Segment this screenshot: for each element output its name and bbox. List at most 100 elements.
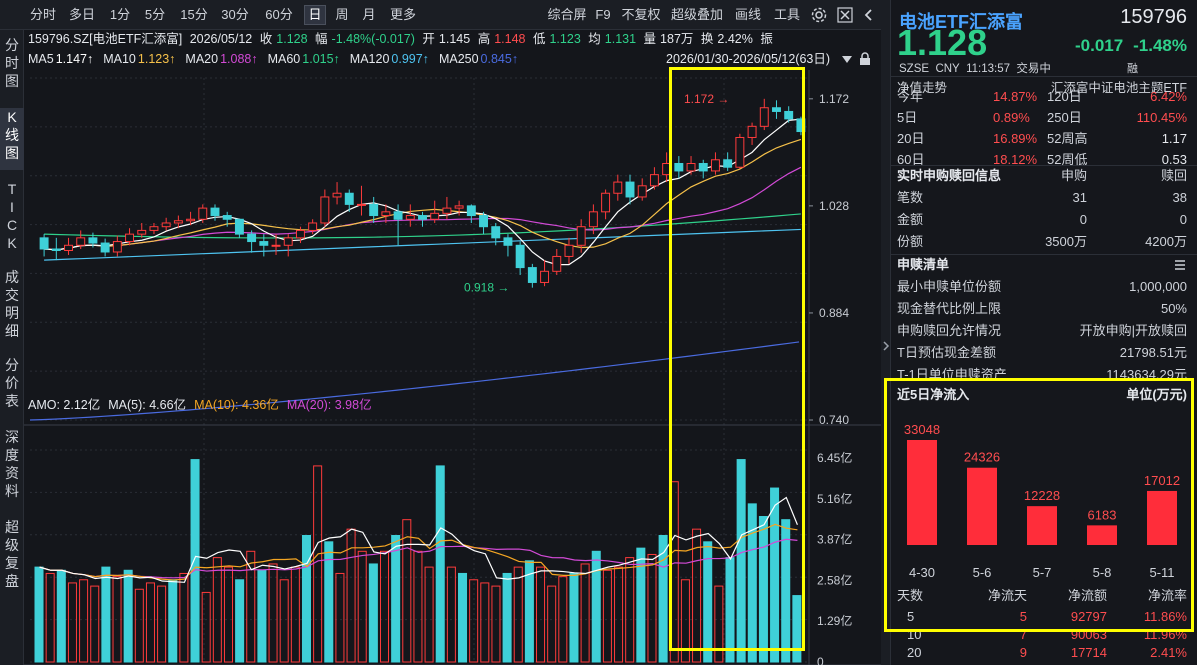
candle [527,267,537,283]
tab-monthly[interactable]: 月 [362,7,376,22]
f9-button[interactable]: F9 [595,7,611,22]
candle [588,211,598,228]
candle [283,237,293,246]
sub-list-key: 现金替代比例上限 [897,301,1002,316]
tab-1min[interactable]: 1分 [109,7,131,22]
amo-legend-item: MA(10): 4.36亿 [194,398,279,412]
ma5-line [44,118,801,266]
list-menu-icon[interactable] [1173,258,1187,272]
draw-line-button[interactable]: 画线 [734,7,761,22]
sub-list-row: T-1日单位申赎资产 1143634.29元 [897,364,1187,386]
amo-bar [34,566,44,663]
tab-5min[interactable]: 5分 [144,7,166,22]
inflow-bar [1087,525,1117,545]
candle [637,185,647,198]
amo-bar [781,519,791,663]
candle [259,241,269,246]
nav-trend-link[interactable]: 净值走势 [897,81,948,95]
amo-bar [680,579,690,663]
inflow-date-label: 5-7 [1033,565,1052,580]
composite-screen-button[interactable]: 综合屏 [547,7,587,22]
inflow-summary-row: 5 5 92797 11.86% [897,606,1187,628]
tab-weekly[interactable]: 周 [335,7,349,22]
summary-inflow-amount: 92797 [1070,609,1107,624]
tab-depth-info[interactable]: 深度资料 [5,429,19,499]
summary-inflow-rate: 11.86% [1143,609,1187,624]
tab-super-review[interactable]: 超级复盘 [5,519,19,589]
candle [698,163,708,172]
inflow-summary-header: 天数 净流天 净流额 净流率 [897,585,1187,607]
chevron-right-icon[interactable] [882,340,890,352]
amo-bar [614,566,624,663]
gear-icon[interactable] [810,6,828,24]
caret-down-icon[interactable] [840,53,854,65]
margin-tags: 融 [1127,60,1138,76]
no-adjust-button[interactable]: 不复权 [621,7,661,22]
tab-intraday[interactable]: 分时 [30,7,57,22]
redeem-header: 实时申购赎回信息 申购 赎回 [897,165,1187,187]
candle [662,163,672,176]
close-label: 收 [259,32,273,46]
security-code-name: 159796.SZ[电池ETF汇添富] [28,32,183,46]
close-icon[interactable] [836,6,854,24]
tab-more[interactable]: 更多 [389,7,416,22]
tab-15min[interactable]: 15分 [180,7,208,22]
amo-bar [480,582,490,663]
candle [686,163,696,172]
tab-multiday[interactable]: 多日 [68,7,95,22]
candle [295,229,305,239]
tools-button[interactable]: 工具 [773,7,800,22]
amo-bar [458,572,468,663]
high-label: 高 [477,32,491,46]
super-overlay-button[interactable]: 超级叠加 [670,7,723,22]
redeem-key: 笔数 [897,190,924,205]
tab-30min[interactable]: 30分 [221,7,249,22]
amo-bar [469,579,479,663]
candle [601,192,611,213]
kline-chart[interactable]: 1.172 1.028 0.884 0.740 1.172 → 0.918 → 6.45亿 5… [24,70,881,665]
date-range-label: 2026/01/30-2026/05/12(63日) [666,52,831,66]
amo-bar [190,459,200,663]
candle [247,233,257,243]
tab-intraday-chart[interactable]: 分时图 [5,37,19,89]
inflow-value-label: 33048 [904,422,940,437]
amo-axis-tick: 5.16亿 [817,491,852,506]
chevron-left-icon[interactable] [860,6,878,24]
amo-bar [703,541,713,663]
candle [64,244,73,251]
amo-bar [602,569,612,663]
security-name: 电池ETF汇添富 [899,12,1023,32]
perf-row: 5日 0.89% 250日 110.45% [897,107,1187,129]
candle [442,207,452,214]
tab-trade-details[interactable]: 成交明细 [5,269,19,339]
inflow-bar [1147,490,1177,545]
perf-return: 0.53 [1161,152,1187,167]
lock-icon[interactable] [858,52,872,66]
perf-return: 18.12% [993,152,1038,167]
margin-tag: 融 [1127,63,1138,75]
amo-bar [758,516,768,663]
perf-return: 0.89% [993,110,1030,125]
candle [381,211,391,217]
inflow-rate-col-head: 净流率 [1147,588,1187,603]
fund-full-name: 汇添富中证电池主题ETF [1050,81,1187,95]
panel-splitter[interactable] [881,0,890,665]
perf-row: 今年 14.87% 120日 6.42% [897,86,1187,108]
amo-bar [335,572,345,663]
tab-price-table[interactable]: 分价表 [5,357,19,409]
tab-daily[interactable]: 日 [304,5,326,25]
tab-60min[interactable]: 60分 [265,7,293,22]
candle [186,218,196,222]
candle [369,203,379,217]
candle [149,226,159,231]
sub-list-value: 开放申购|开放赎回 [1079,323,1187,338]
redeem-key: 份额 [897,234,924,249]
candle [735,136,745,168]
amo-bar [435,465,445,663]
amo-bar [547,585,557,663]
low-label: 低 [532,32,546,46]
candle [76,237,86,246]
